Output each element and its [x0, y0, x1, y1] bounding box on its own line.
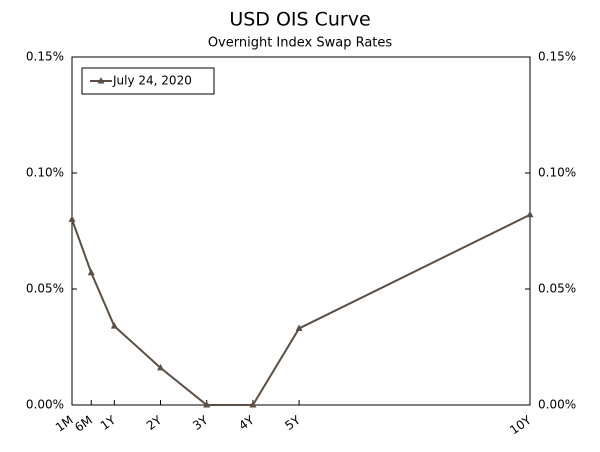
- x-tick-label: 10Y: [507, 412, 534, 437]
- point-marker: [110, 322, 118, 329]
- x-tick-label: 4Y: [236, 412, 257, 432]
- y2-tick-label: 0.00%: [538, 398, 576, 412]
- point-marker: [249, 401, 257, 408]
- x-tick-label: 2Y: [144, 412, 165, 432]
- point-marker: [157, 363, 165, 371]
- legend-box: [81, 67, 215, 95]
- x-tick-label: 3Y: [190, 412, 211, 432]
- point-marker: [203, 401, 211, 408]
- chart-title: USD OIS Curve: [229, 9, 370, 31]
- chart-subtitle: Overnight Index Swap Rates: [208, 36, 393, 51]
- point-marker: [87, 268, 95, 276]
- y-tick-label: 0.05%: [26, 282, 64, 296]
- x-tick-label: 6M: [72, 413, 95, 435]
- y2-tick-label: 0.10%: [538, 166, 576, 180]
- point-marker: [295, 324, 303, 331]
- x-tick-label: 5Y: [283, 412, 304, 432]
- y-tick-label: 0.00%: [26, 398, 64, 412]
- plot-frame: [71, 56, 531, 406]
- y-tick-label: 0.15%: [26, 50, 64, 64]
- legend-label: July 24, 2020: [112, 74, 192, 88]
- y2-tick-label: 0.15%: [538, 50, 576, 64]
- point-marker: [68, 215, 76, 222]
- point-marker: [526, 210, 534, 218]
- series-line: [71, 213, 531, 406]
- legend-marker: [97, 77, 105, 84]
- y2-tick-label: 0.05%: [538, 282, 576, 296]
- y-tick-label: 0.10%: [26, 166, 64, 180]
- x-tick-label: 1Y: [98, 412, 119, 432]
